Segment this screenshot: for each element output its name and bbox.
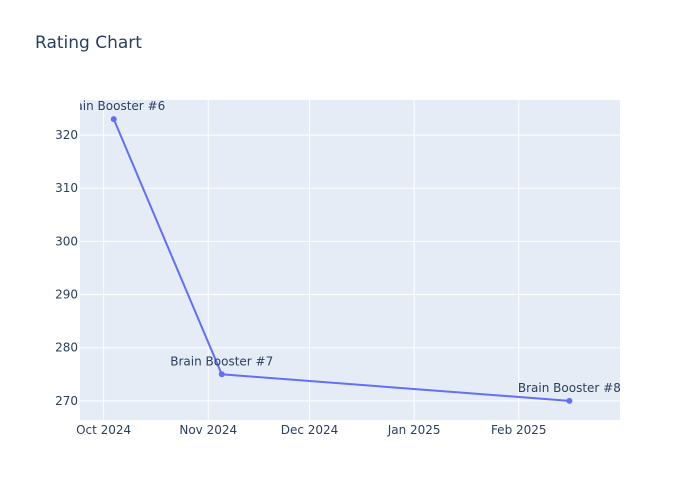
chart-title: Rating Chart bbox=[35, 33, 142, 53]
x-tick-label: Dec 2024 bbox=[281, 423, 339, 437]
data-point bbox=[566, 397, 573, 404]
y-tick-label: 280 bbox=[55, 341, 78, 355]
y-tick-label: 300 bbox=[55, 234, 78, 248]
data-labels: Brain Booster #6 Brain Booster #7 Brain Bo… bbox=[62, 99, 621, 395]
data-label: Brain Booster #6 bbox=[62, 99, 165, 113]
data-label: Brain Booster #7 bbox=[170, 354, 273, 368]
x-tick-label: Jan 2025 bbox=[387, 423, 441, 437]
data-point bbox=[110, 116, 117, 123]
data-label: Brain Booster #8 bbox=[518, 381, 621, 395]
data-point bbox=[218, 371, 225, 378]
y-tick-label: 320 bbox=[55, 128, 78, 142]
y-tick-label: 290 bbox=[55, 288, 78, 302]
y-axis-ticks: 270 280 290 300 310 320 bbox=[55, 128, 78, 408]
x-tick-label: Nov 2024 bbox=[179, 423, 237, 437]
plot-area bbox=[80, 100, 620, 420]
x-axis-ticks: Oct 2024 Nov 2024 Dec 2024 Jan 2025 Feb 2025 bbox=[76, 423, 546, 437]
x-tick-label: Feb 2025 bbox=[491, 423, 547, 437]
y-tick-label: 270 bbox=[55, 394, 78, 408]
x-tick-label: Oct 2024 bbox=[76, 423, 131, 437]
gridlines bbox=[80, 100, 620, 420]
y-tick-label: 310 bbox=[55, 181, 78, 195]
points-layer bbox=[110, 116, 573, 404]
